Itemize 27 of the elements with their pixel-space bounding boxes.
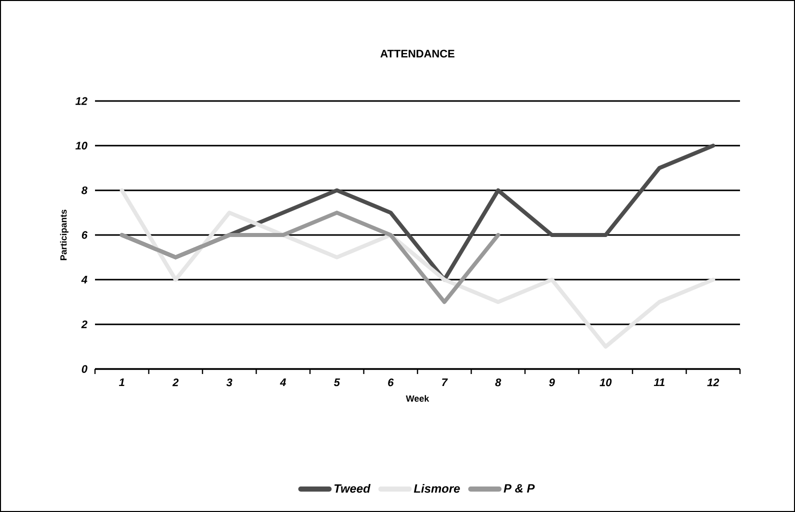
legend-label: P & P (504, 484, 535, 493)
y-tick-label: 4 (81, 276, 88, 284)
y-tick-label: 8 (82, 186, 88, 194)
x-tick-label: 9 (549, 378, 555, 386)
y-tick-label: 10 (75, 142, 88, 150)
line-series (120, 188, 716, 349)
x-tick-label: 12 (707, 378, 720, 386)
x-tick-label: 5 (334, 378, 340, 386)
line-series (120, 210, 500, 304)
x-tick-label: 1 (119, 378, 124, 386)
chart-title: ATTENDANCE (380, 50, 454, 58)
x-tick-label: 6 (388, 378, 394, 386)
y-tick-label: 2 (81, 320, 88, 328)
x-tick-label: 4 (280, 378, 286, 386)
y-axis-title: Participants (60, 210, 68, 260)
x-axis-title: Week (406, 395, 430, 402)
legend-label: Tweed (334, 484, 371, 493)
x-tick-label: 11 (654, 378, 664, 386)
x-tick-label: 8 (495, 378, 502, 386)
y-tick-label: 0 (82, 365, 88, 373)
x-tick-label: 3 (226, 378, 232, 386)
x-tick-label: 10 (600, 378, 612, 386)
x-tick-label: 7 (442, 378, 448, 386)
legend-label: Lismore (414, 484, 460, 493)
y-tick-label: 12 (75, 97, 88, 105)
x-tick-label: 2 (172, 378, 179, 386)
y-tick-label: 6 (82, 231, 88, 239)
